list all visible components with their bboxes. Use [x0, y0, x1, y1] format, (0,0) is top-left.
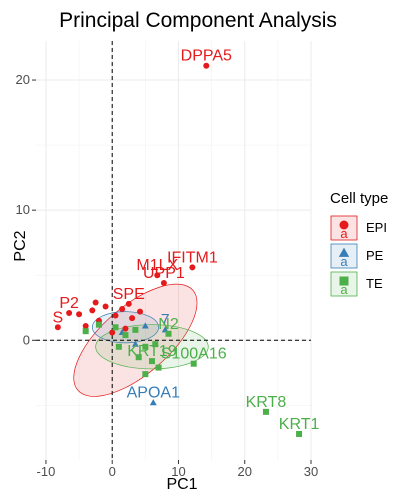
point-te [142, 371, 149, 378]
point-epi [119, 306, 126, 313]
legend-label-epi: EPI [366, 220, 387, 235]
y-axis-title: PC2 [12, 230, 29, 261]
point-te [82, 328, 89, 335]
point-epi [102, 303, 109, 310]
reference-lines [36, 41, 311, 460]
point-te [135, 354, 142, 361]
point-pe [149, 399, 157, 406]
x-axis-title: PC1 [166, 476, 197, 493]
point-label-epi: S [53, 309, 64, 326]
point-label-te: KRT1 [279, 416, 320, 433]
point-epi [82, 322, 89, 329]
point-label-epi: DPPA5 [181, 48, 232, 65]
point-epi [54, 324, 61, 331]
point-label-te: KRT8 [246, 394, 287, 411]
point-te [190, 360, 197, 367]
legend-square-icon [339, 276, 349, 286]
point-te [122, 332, 129, 339]
x-tick-label: 30 [304, 464, 318, 479]
point-epi [125, 300, 132, 307]
point-epi [109, 329, 116, 336]
x-tick-label: -10 [37, 464, 56, 479]
point-pe [131, 340, 139, 347]
point-epi [203, 62, 210, 69]
point-epi [112, 312, 119, 319]
point-te [112, 324, 119, 331]
y-tick-label: 0 [23, 332, 30, 347]
point-epi [137, 308, 144, 315]
point-epi [154, 272, 161, 279]
point-te [148, 358, 155, 365]
point-label-epi: SPE [113, 286, 145, 303]
point-label-te: S100A16 [161, 346, 227, 363]
point-te [152, 341, 159, 348]
y-tick-label: 20 [16, 72, 30, 87]
legend-title: Cell type [330, 190, 388, 207]
point-label-pe: 7 [161, 312, 170, 329]
x-tick-label: 0 [109, 464, 116, 479]
point-label-epi: P2 [59, 295, 79, 312]
point-epi [92, 299, 99, 306]
point-label-te: KRT19 [127, 343, 177, 360]
axis-ticks: -10 0 10 20 30 0 10 20 [16, 72, 319, 479]
legend-glyph-letter: a [340, 282, 348, 297]
point-epi [89, 307, 96, 314]
legend-key-pe: a [330, 243, 358, 269]
point-label-te: N2 [158, 316, 179, 333]
point-te [142, 343, 149, 350]
point-te [155, 364, 162, 371]
plot-panel [36, 41, 311, 460]
point-label-epi: IFITM1 [167, 249, 218, 266]
legend-circle-icon [339, 220, 349, 230]
x-tick-label: 20 [238, 464, 252, 479]
point-epi [76, 311, 83, 318]
point-epi [129, 315, 136, 322]
legend-key-te: a [330, 271, 358, 297]
y-tick-label: 10 [16, 202, 30, 217]
point-te [296, 430, 303, 437]
point-pe [141, 322, 149, 329]
point-label-epi: M1LX [136, 257, 178, 274]
legend-key-epi: a [330, 215, 358, 241]
point-epi [189, 264, 196, 271]
point-te [132, 326, 139, 333]
point-te [95, 321, 102, 328]
chart-title: Principal Component Analysis [59, 9, 337, 32]
data-points [54, 62, 303, 437]
legend-key-box [330, 271, 358, 297]
point-epi [66, 309, 73, 316]
point-te [262, 408, 269, 415]
point-te [115, 343, 122, 350]
legend-glyph-letter: a [340, 254, 348, 269]
legend: Cell type a EPI a PE a TE [330, 190, 388, 297]
x-tick-label: 10 [171, 464, 185, 479]
legend-glyph-letter: a [340, 226, 348, 241]
point-epi [122, 325, 129, 332]
legend-label-te: TE [366, 276, 383, 291]
point-label-pe: APOA1 [127, 385, 180, 402]
point-label-epi: UPP1 [143, 265, 185, 282]
grid-lines [36, 41, 312, 460]
legend-label-pe: PE [366, 248, 384, 263]
point-te [165, 330, 172, 337]
legend-triangle-icon [338, 247, 350, 257]
point-epi [160, 280, 167, 287]
